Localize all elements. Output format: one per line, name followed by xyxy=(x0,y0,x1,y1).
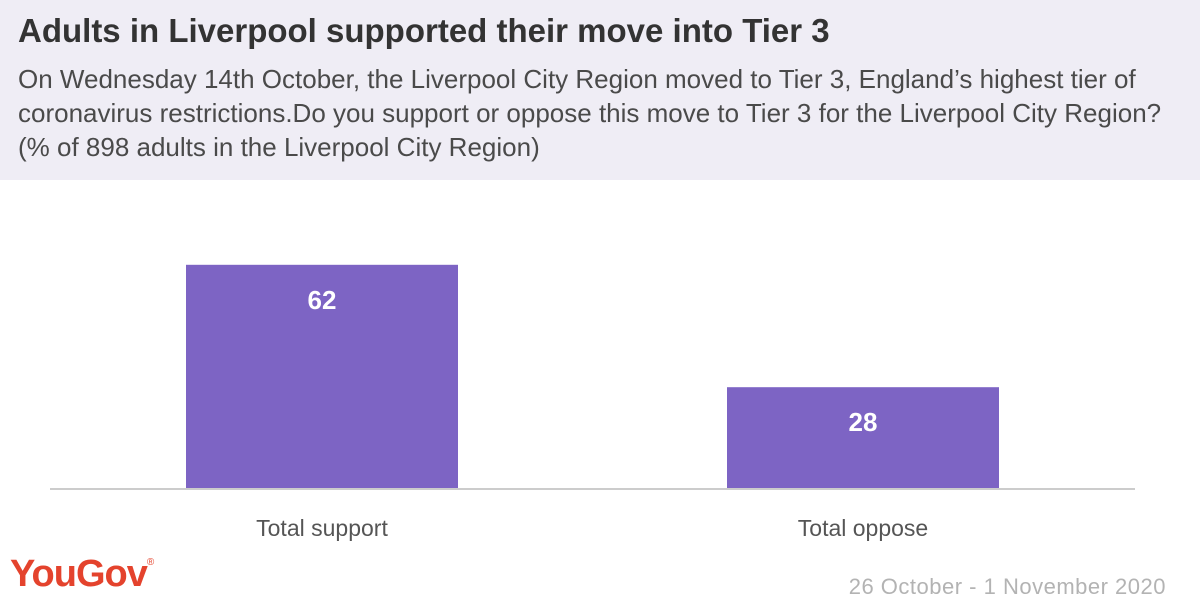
fieldwork-date: 26 October - 1 November 2020 xyxy=(848,574,1166,599)
category-label: Total support xyxy=(256,515,388,541)
category-label: Total oppose xyxy=(798,515,928,541)
data-label: 62 xyxy=(308,285,337,315)
chart-title: Adults in Liverpool supported their move… xyxy=(18,12,830,49)
chart-header: Adults in Liverpool supported their move… xyxy=(0,0,1200,180)
bar-total-oppose xyxy=(727,387,999,488)
chart-subtitle: On Wednesday 14th October, the Liverpool… xyxy=(18,64,1162,162)
bar-chart: 62 Total support 28 Total oppose xyxy=(50,264,1135,541)
yougov-logo: YouGov® xyxy=(10,553,154,596)
data-label: 28 xyxy=(849,407,878,437)
bar-total-support xyxy=(186,264,458,488)
registered-mark: ® xyxy=(146,557,154,568)
logo-text: YouGov xyxy=(10,553,148,595)
